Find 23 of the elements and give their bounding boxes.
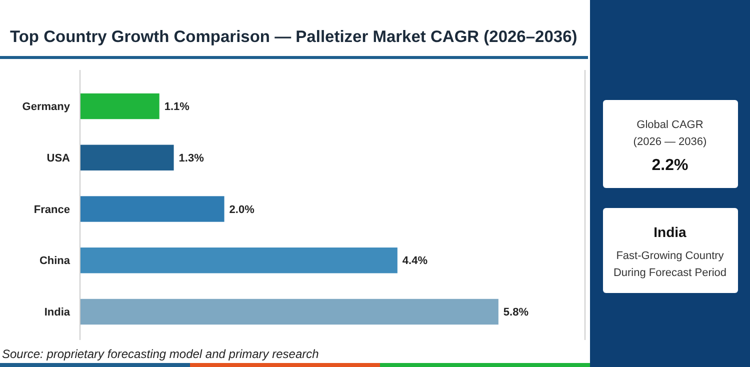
data-label: 1.3% <box>178 152 204 164</box>
bar <box>80 196 224 222</box>
text: India <box>654 224 687 240</box>
data-label: 5.8% <box>503 306 529 319</box>
data-label: 4.4% <box>402 255 428 268</box>
y-tick-label: France <box>34 204 70 216</box>
bar <box>80 248 398 274</box>
text: Fast-Growing Country <box>616 250 724 262</box>
bar <box>80 298 498 325</box>
text: (2026 — 2036) <box>633 136 707 148</box>
bar <box>80 144 174 170</box>
text: During Forecast Period <box>613 267 727 279</box>
y-tick-label: India <box>44 306 71 319</box>
chart-title: Top Country Growth Comparison — Palletizer Market CAGR (2026–2036) <box>10 28 578 46</box>
text: 2.2% <box>652 157 688 174</box>
source-note: Source: proprietary forecasting model and primary research <box>2 347 320 361</box>
data-label: 2.0% <box>229 204 255 216</box>
y-tick-label: China <box>39 255 71 268</box>
text: Global CAGR <box>636 119 704 131</box>
y-tick-label: USA <box>46 152 70 164</box>
data-label: 1.1% <box>164 101 190 114</box>
bar <box>80 93 160 120</box>
y-tick-label: Germany <box>22 101 71 114</box>
